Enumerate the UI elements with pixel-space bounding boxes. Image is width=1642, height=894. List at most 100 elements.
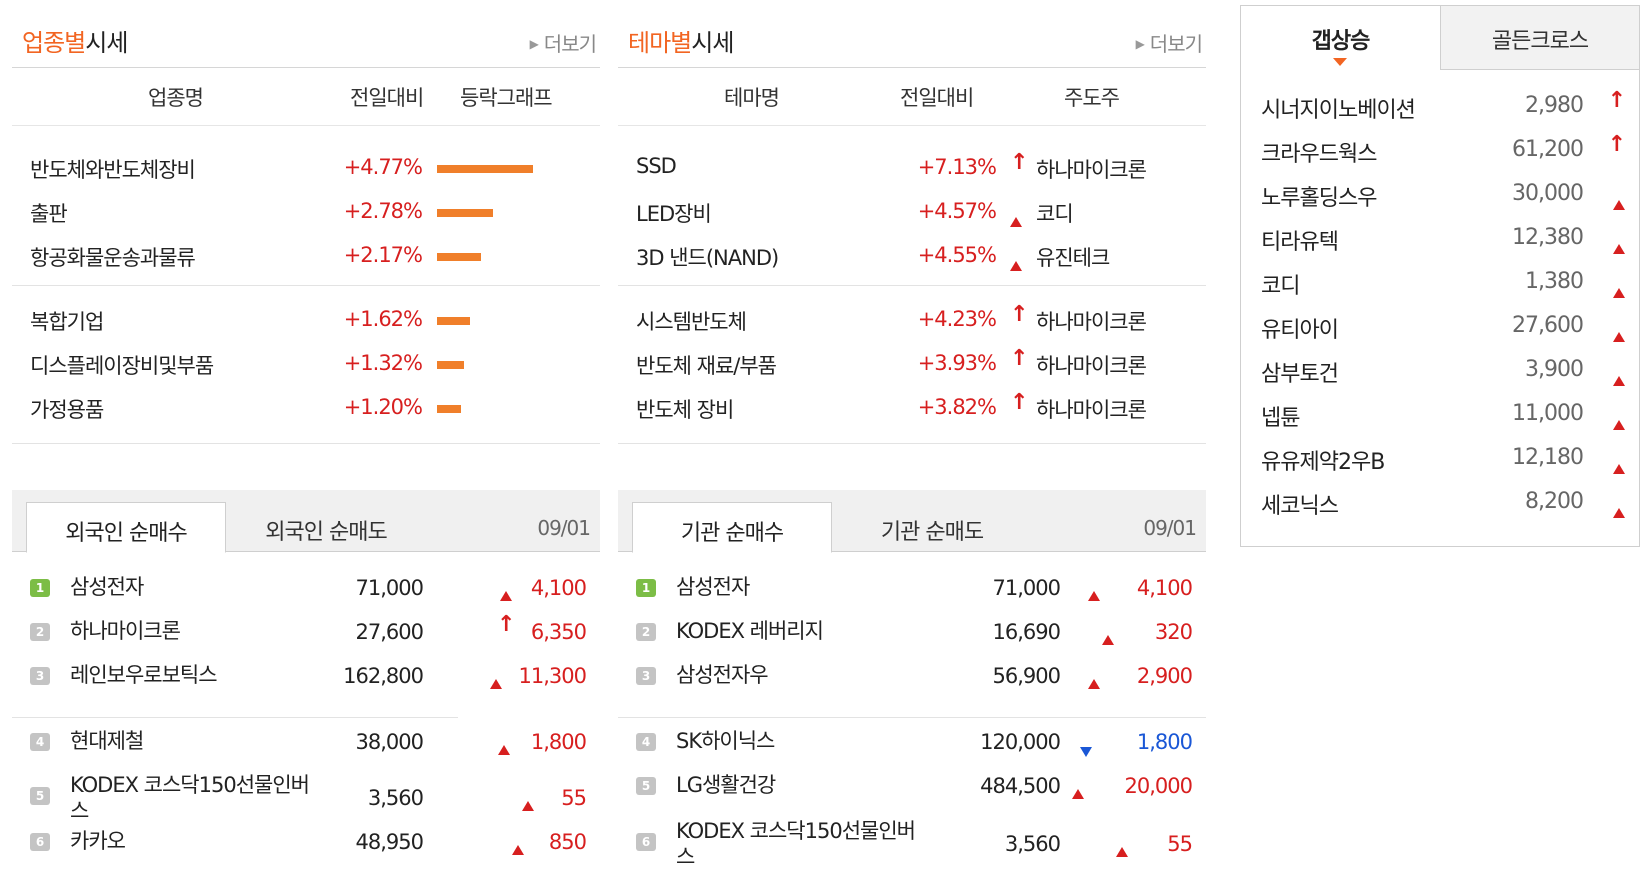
industry-name[interactable]: 가정용품 [30, 398, 104, 422]
table-row[interactable]: 3 레인보우로보틱스 162,800 11,300 [12, 662, 600, 706]
list-item[interactable]: 3D 낸드(NAND) +4.55% 유진테크 [618, 234, 1206, 278]
theme-name[interactable]: LED장비 [636, 202, 712, 226]
stock-name[interactable]: 삼성전자우 [676, 663, 769, 687]
caret-right-icon: ▶ [1135, 37, 1145, 51]
stock-name[interactable]: 하나마이크론 [70, 619, 181, 643]
list-item[interactable]: 노루홀딩스우 30,000 [1241, 174, 1639, 218]
list-item[interactable]: 복합기업 +1.62% [12, 298, 600, 342]
list-item[interactable]: 출판 +2.78% [12, 190, 600, 234]
table-row[interactable]: 2 하나마이크론 27,600 ↑ 6,350 [12, 612, 600, 662]
stock-name[interactable]: 크라우드웍스 [1261, 142, 1377, 167]
list-item[interactable]: SSD +7.13% ↑ 하나마이크론 [618, 146, 1206, 190]
industry-block-2: 복합기업 +1.62% 디스플레이장비및부품 +1.32% 가정용품 +1.20… [12, 286, 600, 444]
stock-name[interactable]: 레인보우로보틱스 [70, 663, 218, 687]
leader-stock[interactable]: 하나마이크론 [1036, 310, 1147, 334]
leader-stock[interactable]: 유진테크 [1036, 246, 1110, 270]
stock-name[interactable]: 현대제철 [70, 729, 144, 753]
table-row[interactable]: 3 삼성전자우 56,900 2,900 [618, 662, 1206, 706]
list-item[interactable]: LED장비 +4.57% 코디 [618, 190, 1206, 234]
list-item[interactable]: 유유제약2우B 12,180 [1241, 438, 1639, 482]
list-item[interactable]: 유티아이 27,600 [1241, 306, 1639, 350]
stock-price: 120,000 [980, 730, 1061, 754]
stock-name[interactable]: 세코닉스 [1261, 494, 1339, 519]
leader-stock[interactable]: 코디 [1036, 202, 1074, 226]
industry-name[interactable]: 디스플레이장비및부품 [30, 354, 214, 378]
stock-name[interactable]: 넵튠 [1261, 406, 1300, 431]
table-row[interactable]: 5 KODEX 코스닥150선물인버 스 3,560 55 [12, 772, 600, 826]
stock-name[interactable]: 삼성전자 [676, 575, 750, 599]
list-item[interactable]: 반도체 재료/부품 +3.93% ↑ 하나마이크론 [618, 342, 1206, 386]
theme-name[interactable]: 3D 낸드(NAND) [636, 246, 779, 270]
change-bar [437, 253, 481, 261]
stock-name-line-2[interactable]: 스 [70, 799, 89, 823]
list-item[interactable]: 반도체 장비 +3.82% ↑ 하나마이크론 [618, 386, 1206, 430]
institution-list: 1 삼성전자 71,000 4,100 2 KODEX 레버리지 16,690 … [618, 552, 1206, 869]
tab-institution-buy[interactable]: 기관 순매수 [632, 502, 832, 553]
list-item[interactable]: 시스템반도체 +4.23% ↑ 하나마이크론 [618, 298, 1206, 342]
list-item[interactable]: 시너지이노베이션 2,980 ↑ [1241, 86, 1639, 130]
stock-name[interactable]: KODEX 레버리지 [676, 619, 824, 643]
stock-price: 16,690 [992, 620, 1061, 644]
table-row[interactable]: 1 삼성전자 71,000 4,100 [12, 574, 600, 618]
table-row[interactable]: 4 현대제철 38,000 1,800 [12, 728, 600, 772]
stock-name-line-1[interactable]: KODEX 코스닥150선물인버 [676, 819, 916, 843]
table-row[interactable]: 6 KODEX 코스닥150선물인버 스 3,560 55 [618, 818, 1206, 872]
up-triangle-icon [500, 582, 512, 606]
list-item[interactable]: 크라우드웍스 61,200 ↑ [1241, 130, 1639, 174]
tab-gap-up[interactable]: 갭상승 [1241, 6, 1441, 70]
stock-name[interactable]: 카카오 [70, 829, 126, 853]
theme-more-link[interactable]: ▶ 더보기 [1135, 32, 1203, 56]
industry-name[interactable]: 출판 [30, 202, 68, 226]
table-row[interactable]: 6 카카오 48,950 850 [12, 829, 600, 874]
list-item[interactable]: 항공화물운송과물류 +2.17% [12, 234, 600, 278]
list-item[interactable]: 디스플레이장비및부품 +1.32% [12, 342, 600, 386]
stock-name[interactable]: 노루홀딩스우 [1261, 186, 1377, 211]
stock-name[interactable]: 유티아이 [1261, 318, 1339, 343]
list-item[interactable]: 코디 1,380 [1241, 262, 1639, 306]
stock-price: 48,950 [355, 830, 424, 854]
change-bar [437, 209, 493, 217]
list-item[interactable]: 티라유텍 12,380 [1241, 218, 1639, 262]
stock-name[interactable]: SK하이닉스 [676, 729, 775, 753]
list-item[interactable]: 가정용품 +1.20% [12, 386, 600, 430]
stock-name[interactable]: 코디 [1261, 274, 1300, 299]
tab-foreign-sell[interactable]: 외국인 순매도 [265, 520, 387, 545]
theme-name[interactable]: SSD [636, 154, 677, 178]
list-item[interactable]: 삼부토건 3,900 [1241, 350, 1639, 394]
tab-foreign-buy[interactable]: 외국인 순매수 [26, 502, 226, 553]
net-change: 320 [1154, 620, 1193, 644]
stock-price: 30,000 [1512, 181, 1584, 206]
industry-more-link[interactable]: ▶ 더보기 [529, 32, 597, 56]
stock-name[interactable]: 삼성전자 [70, 575, 144, 599]
theme-name[interactable]: 반도체 장비 [636, 398, 734, 422]
leader-stock[interactable]: 하나마이크론 [1036, 398, 1147, 422]
stock-name[interactable]: 유유제약2우B [1261, 450, 1385, 475]
industry-name[interactable]: 복합기업 [30, 310, 104, 334]
list-item[interactable]: 세코닉스 8,200 [1241, 482, 1639, 526]
table-row[interactable]: 1 삼성전자 71,000 4,100 [618, 574, 1206, 618]
industry-column-header: 업종명 전일대비 등락그래프 [12, 68, 600, 126]
industry-name[interactable]: 항공화물운송과물류 [30, 246, 196, 270]
list-item[interactable]: 넵튠 11,000 [1241, 394, 1639, 438]
theme-name[interactable]: 반도체 재료/부품 [636, 354, 777, 378]
leader-stock[interactable]: 하나마이크론 [1036, 354, 1147, 378]
stock-price: 3,560 [1004, 832, 1061, 856]
stock-name[interactable]: 시너지이노베이션 [1261, 98, 1416, 123]
stock-name-line-1[interactable]: KODEX 코스닥150선물인버 [70, 773, 310, 797]
tab-golden-cross[interactable]: 골든크로스 [1441, 6, 1639, 70]
tab-institution-sell[interactable]: 기관 순매도 [880, 520, 984, 545]
stock-name[interactable]: 삼부토건 [1261, 362, 1339, 387]
up-triangle-icon [1613, 499, 1625, 524]
leader-stock[interactable]: 하나마이크론 [1036, 158, 1147, 182]
col-theme-name: 테마명 [724, 86, 780, 110]
table-row[interactable]: 5 LG생활건강 484,500 20,000 [618, 772, 1206, 816]
stock-price: 38,000 [355, 730, 424, 754]
stock-name[interactable]: LG생활건강 [676, 773, 776, 797]
stock-name[interactable]: 티라유텍 [1261, 230, 1339, 255]
table-row[interactable]: 4 SK하이닉스 120,000 1,800 [618, 728, 1206, 772]
industry-name[interactable]: 반도체와반도체장비 [30, 158, 196, 182]
table-row[interactable]: 2 KODEX 레버리지 16,690 320 [618, 618, 1206, 662]
theme-name[interactable]: 시스템반도체 [636, 310, 747, 334]
list-item[interactable]: 반도체와반도체장비 +4.77% [12, 146, 600, 190]
stock-name-line-2[interactable]: 스 [676, 845, 695, 869]
